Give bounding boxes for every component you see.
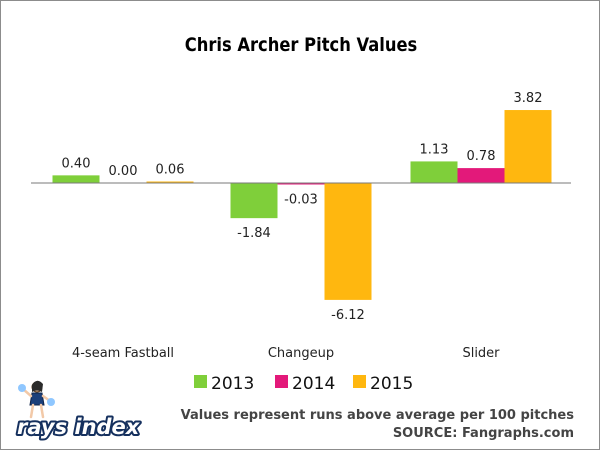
cheerleader-mascot-icon	[18, 380, 55, 419]
bar-2015-0	[146, 181, 194, 183]
bar-2015-1	[324, 183, 372, 300]
legend-label-2014: 2014	[292, 374, 335, 394]
data-labels-layer: 0.40 0.00 0.06 -1.84 -0.03 -6.12 1.13 0.78 3.82	[62, 91, 543, 323]
data-label-2015-2: 3.82	[514, 91, 543, 106]
footnote-runs-above-average: Values represent runs above average per …	[181, 408, 575, 423]
data-label-2014-1: -0.03	[284, 193, 318, 208]
bar-2013-2	[410, 161, 458, 183]
bar-2014-1	[277, 183, 325, 185]
data-label-2014-2: 0.78	[467, 149, 496, 164]
data-label-2013-2: 1.13	[420, 142, 449, 157]
category-labels-layer: 4-seam Fastball Changeup Slider	[72, 346, 500, 361]
data-label-2015-1: -6.12	[331, 308, 365, 323]
source-credit: SOURCE: Fangraphs.com	[393, 426, 574, 441]
rays-index-logo: rays index	[15, 380, 143, 441]
legend-label-2013: 2013	[211, 374, 254, 394]
logo-text: rays index	[17, 415, 141, 439]
legend-swatch-2015	[353, 375, 366, 388]
data-label-2013-0: 0.40	[62, 156, 91, 171]
bars-layer	[52, 110, 552, 300]
legend: 2013 2014 2015	[194, 374, 413, 394]
category-label-0: 4-seam Fastball	[72, 346, 174, 361]
bar-2013-1	[230, 183, 278, 219]
legend-label-2015: 2015	[370, 374, 413, 394]
legend-swatch-2014	[275, 375, 288, 388]
legend-swatch-2013	[194, 375, 207, 388]
data-label-2013-1: -1.84	[237, 226, 271, 241]
bar-2014-2	[457, 168, 505, 183]
category-label-2: Slider	[462, 346, 500, 361]
category-label-1: Changeup	[268, 346, 334, 361]
chart-title: Chris Archer Pitch Values	[185, 35, 418, 56]
data-label-2015-0: 0.06	[156, 163, 185, 178]
bar-2015-2	[504, 110, 552, 183]
data-label-2014-0: 0.00	[109, 164, 138, 179]
bar-2013-0	[52, 175, 100, 183]
